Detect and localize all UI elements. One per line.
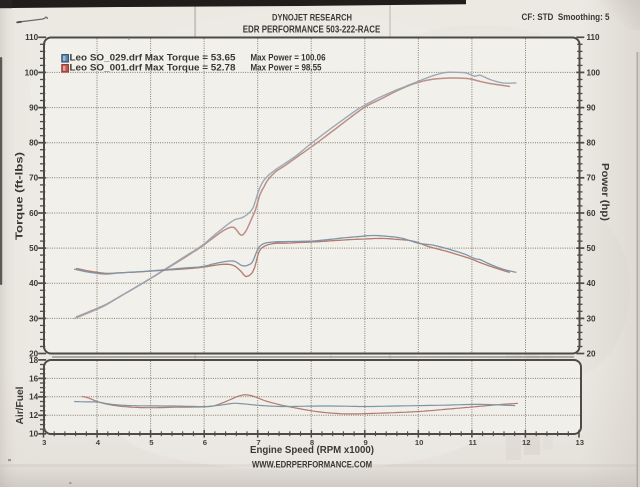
svg-text:Engine Speed (RPM x1000): Engine Speed (RPM x1000) [250, 445, 374, 456]
svg-text:80: 80 [29, 139, 39, 148]
svg-text:8: 8 [310, 438, 315, 447]
svg-text:80: 80 [587, 139, 597, 148]
svg-text:WWW.EDRPERFORMANCE.COM: WWW.EDRPERFORMANCE.COM [252, 459, 372, 469]
svg-text:6: 6 [203, 438, 207, 447]
svg-text:Leo SO_029.drf Max Torque = 53: Leo SO_029.drf Max Torque = 53.65 [70, 53, 236, 63]
svg-text:90: 90 [587, 103, 597, 112]
svg-text:DYNOJET RESEARCH: DYNOJET RESEARCH [272, 12, 352, 22]
svg-text:Leo SO_001.drf Max Torque = 52: Leo SO_001.drf Max Torque = 52.78 [70, 63, 236, 73]
svg-text:60: 60 [587, 209, 597, 218]
svg-text:11: 11 [469, 438, 478, 447]
svg-text:20: 20 [587, 349, 597, 358]
svg-text:EDR PERFORMANCE 503-222-RACE: EDR PERFORMANCE 503-222-RACE [243, 24, 381, 35]
svg-text:10: 10 [29, 430, 39, 439]
svg-text:7: 7 [256, 438, 260, 447]
svg-text:4: 4 [96, 438, 101, 447]
svg-text:14: 14 [29, 393, 39, 402]
svg-text:110: 110 [587, 33, 601, 42]
svg-text:70: 70 [29, 174, 39, 183]
svg-text:5: 5 [149, 438, 154, 447]
svg-text:50: 50 [587, 244, 597, 253]
svg-text:90: 90 [29, 103, 39, 112]
svg-text:CF: STD Smoothing: 5: CF: STD Smoothing: 5 [522, 12, 610, 22]
svg-text:30: 30 [587, 314, 597, 323]
svg-text:60: 60 [29, 209, 39, 218]
svg-text:12: 12 [29, 411, 39, 420]
svg-text:10: 10 [415, 438, 424, 447]
svg-text:40: 40 [29, 279, 39, 288]
svg-text:Torque (ft-lbs): Torque (ft-lbs) [15, 152, 26, 240]
svg-text:Power (hp): Power (hp) [599, 163, 610, 221]
svg-text:110: 110 [25, 33, 39, 42]
svg-text:Air/Fuel: Air/Fuel [15, 386, 26, 424]
svg-text:9: 9 [363, 438, 367, 447]
svg-text:16: 16 [29, 374, 39, 383]
svg-text:70: 70 [587, 174, 597, 183]
svg-text:Max Power = 100.06: Max Power = 100.06 [251, 53, 326, 63]
svg-text:3: 3 [42, 438, 46, 447]
svg-text:20: 20 [29, 349, 39, 358]
svg-text:50: 50 [29, 244, 39, 253]
svg-text:40: 40 [587, 279, 597, 288]
svg-text:100: 100 [25, 68, 39, 77]
svg-text:13: 13 [576, 438, 585, 447]
svg-text:12: 12 [522, 438, 531, 447]
svg-text:Max Power = 98.55: Max Power = 98.55 [251, 63, 322, 73]
svg-text:30: 30 [29, 314, 39, 323]
svg-text:18: 18 [29, 356, 39, 365]
svg-text:100: 100 [587, 68, 601, 77]
